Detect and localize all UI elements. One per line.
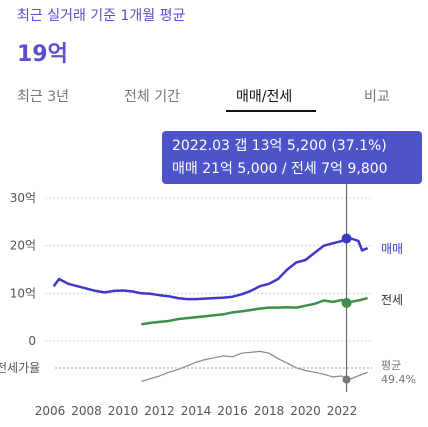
y-tick-label: 0 xyxy=(28,334,36,348)
period-tabs: 최근 3년 전체 기간 매매/전세 비교 xyxy=(0,86,428,118)
sale-marker xyxy=(341,233,352,244)
ratio-avg-value: 49.4% xyxy=(381,373,416,386)
jeonse-ratio-line xyxy=(141,350,368,382)
x-tick-label: 2008 xyxy=(71,404,102,418)
x-tick-label: 2012 xyxy=(144,404,175,418)
tooltip-gap-line: 2022.03 갭 13억 5,200 (37.1%) xyxy=(172,138,387,154)
ratio-axis-label: 전세가율 xyxy=(0,361,40,375)
tab-all-period[interactable]: 전체 기간 xyxy=(124,89,180,105)
hover-tooltip: 2022.03 갭 13억 5,200 (37.1%) 매매 21억 5,000… xyxy=(162,131,422,184)
y-tick-label: 30억 xyxy=(10,191,36,205)
x-tick-label: 2016 xyxy=(217,404,248,418)
x-tick-label: 2006 xyxy=(35,404,66,418)
tab-compare[interactable]: 비교 xyxy=(364,89,390,105)
ratio-avg-label: 평균 xyxy=(381,359,401,372)
ratio-marker xyxy=(342,375,351,384)
tab-sale-jeonse[interactable]: 매매/전세 xyxy=(236,89,293,105)
sale-price-line xyxy=(52,237,369,301)
jeonse-price-line xyxy=(141,296,368,326)
jeonse-marker xyxy=(341,297,352,308)
y-tick-label: 20억 xyxy=(10,239,36,253)
y-tick-label: 10억 xyxy=(10,286,36,300)
jeonse-series-label: 전세 xyxy=(381,293,403,307)
average-price-value: 19억 xyxy=(17,42,68,67)
x-tick-label: 2020 xyxy=(290,404,321,418)
x-tick-label: 2014 xyxy=(181,404,212,418)
x-tick-label: 2018 xyxy=(254,404,285,418)
x-tick-label: 2010 xyxy=(108,404,139,418)
tab-recent-3-years[interactable]: 최근 3년 xyxy=(17,89,69,105)
chart-header-label: 최근 실거래 기준 1개월 평균 xyxy=(17,8,186,24)
sale-series-label: 매매 xyxy=(381,242,403,256)
tooltip-price-line: 매매 21억 5,000 / 전세 7억 9,800 xyxy=(172,161,388,177)
x-tick-label: 2022 xyxy=(327,404,358,418)
active-tab-underline xyxy=(226,110,316,112)
